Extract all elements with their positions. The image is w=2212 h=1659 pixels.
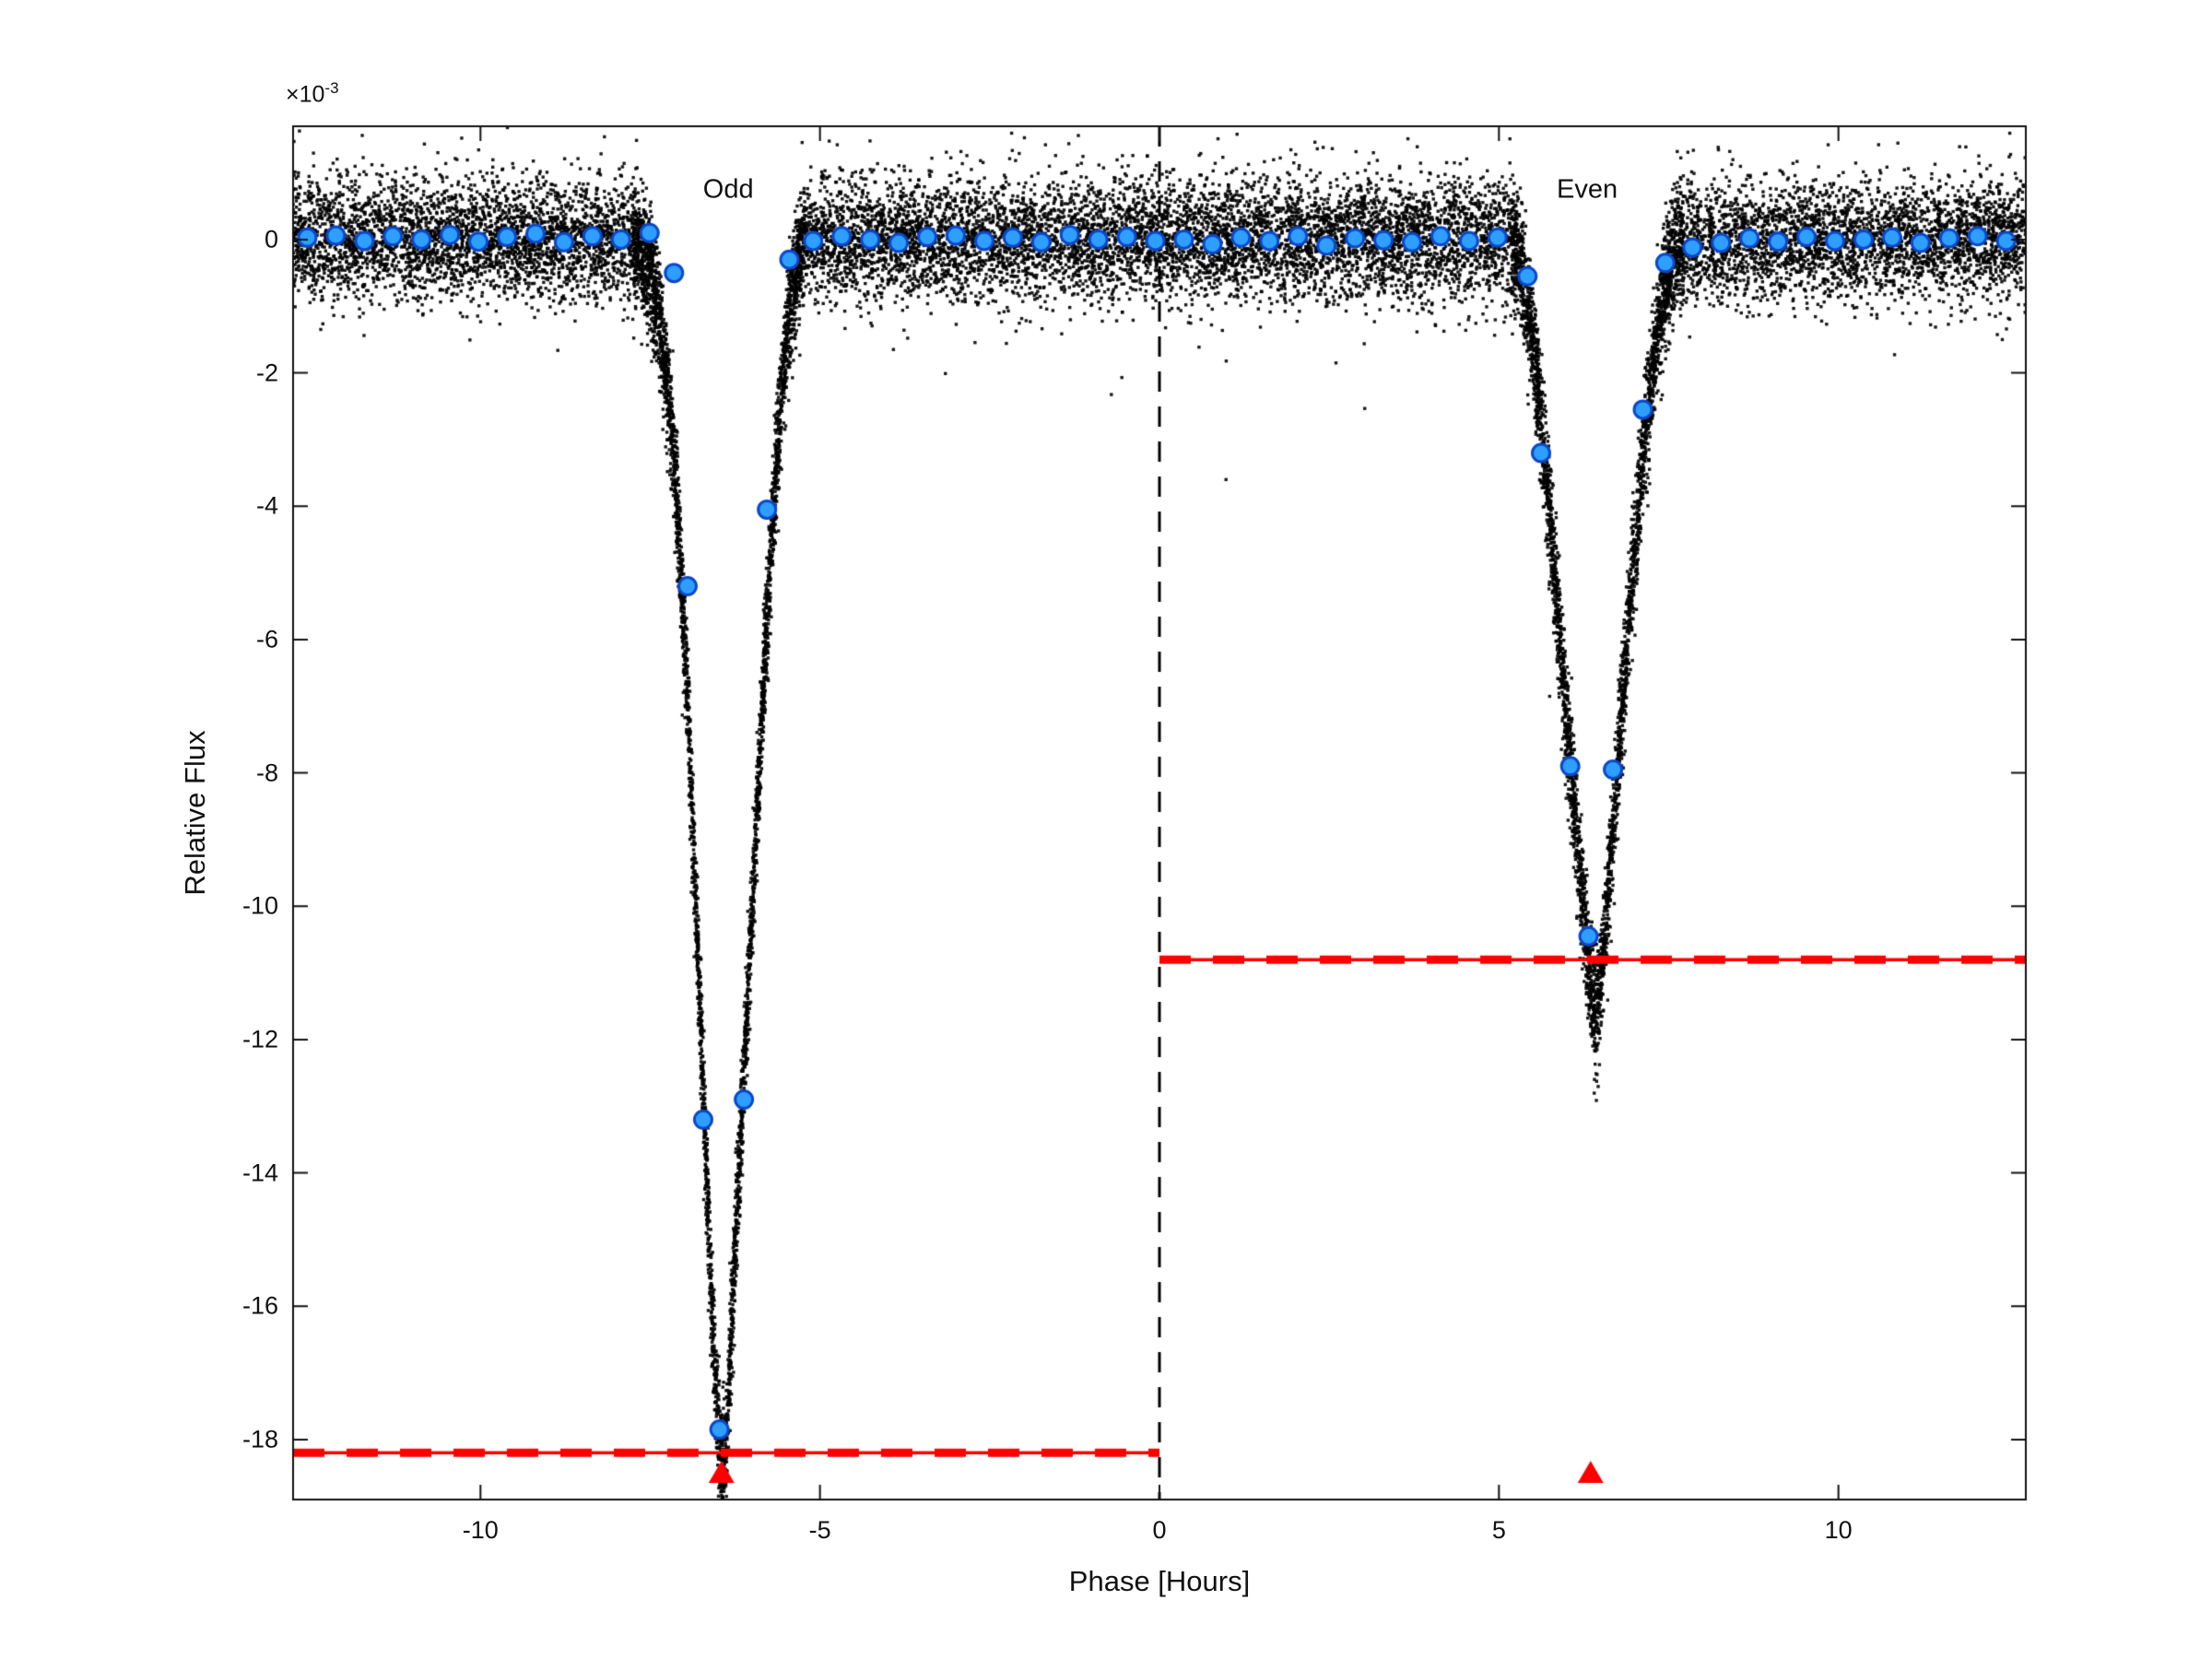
- y-tick-label: -18: [241, 1425, 278, 1453]
- y-axis-title: Relative Flux: [179, 730, 211, 896]
- x-tick-label: -5: [808, 1516, 831, 1544]
- y-tick-label: -10: [241, 891, 278, 920]
- exponent-base: ×10: [286, 81, 325, 108]
- x-tick-label: -10: [462, 1516, 499, 1544]
- x-tick-label: 5: [1491, 1516, 1506, 1544]
- odd-annotation: Odd: [702, 174, 754, 205]
- even-annotation: Even: [1557, 174, 1618, 205]
- y-tick-label: -16: [241, 1291, 278, 1320]
- y-tick-label: -4: [255, 491, 278, 520]
- y-tick-label: -6: [255, 625, 278, 653]
- x-tick-label: 0: [1152, 1516, 1167, 1544]
- x-tick-label: 10: [1824, 1516, 1853, 1544]
- x-axis-title: Phase [Hours]: [1068, 1565, 1251, 1597]
- y-tick-label: 0: [264, 225, 278, 253]
- y-tick-label: -2: [255, 359, 278, 387]
- y-tick-label: -8: [255, 759, 278, 787]
- exponent-power: -3: [324, 79, 339, 97]
- y-axis-exponent-label: ×10-3: [286, 79, 339, 108]
- y-tick-label: -12: [241, 1025, 278, 1053]
- y-tick-label: -14: [241, 1159, 278, 1187]
